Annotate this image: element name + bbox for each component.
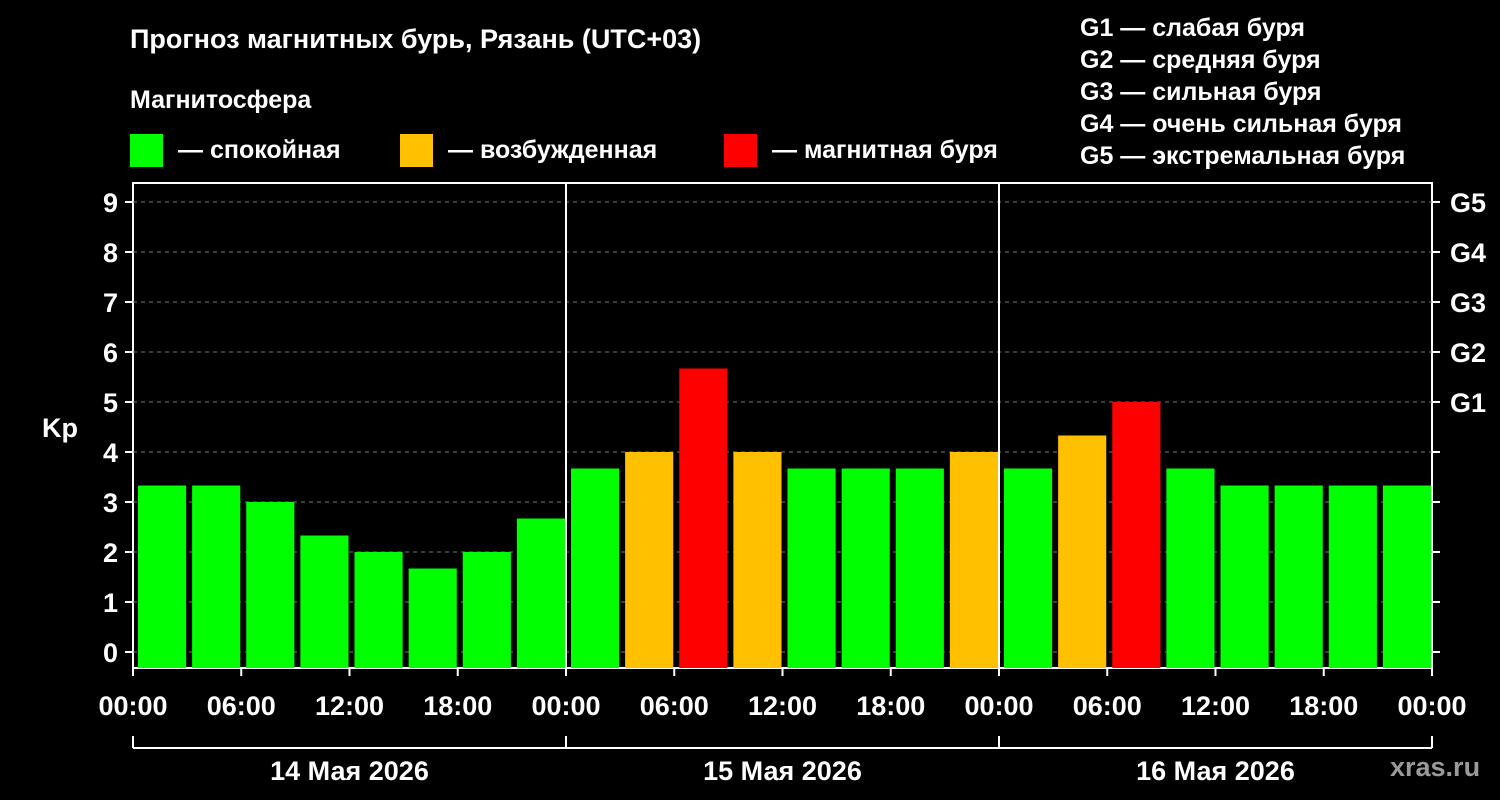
magnetosphere-title: Магнитосфера: [130, 86, 312, 114]
chart-title: Прогноз магнитных бурь, Рязань (UTC+03): [130, 24, 702, 54]
bar-18: [1112, 402, 1161, 668]
day-label: 16 Мая 2026: [1136, 756, 1295, 786]
bar-12: [787, 468, 836, 668]
y-tick-label: 4: [103, 438, 118, 468]
bar-9: [625, 452, 674, 668]
legend-swatch-active: [400, 134, 433, 167]
bar-5: [408, 568, 457, 668]
bar-23: [1382, 485, 1431, 668]
x-tick-label: 00:00: [964, 691, 1033, 721]
bar-22: [1328, 485, 1377, 668]
legend-swatch-quiet: [130, 134, 163, 167]
bar-21: [1274, 485, 1323, 668]
bar-1: [192, 485, 241, 668]
bar-15: [949, 452, 998, 668]
x-tick-label: 12:00: [748, 691, 817, 721]
g-tick-label: G5: [1450, 188, 1486, 218]
y-tick-label: 8: [103, 238, 118, 268]
y-tick-label: 7: [103, 288, 118, 318]
g-legend-g3: G3 — сильная буря: [1080, 78, 1322, 106]
legend-label-quiet: — спокойная: [178, 136, 341, 164]
x-tick-label: 18:00: [856, 691, 925, 721]
y-tick-label: 0: [103, 638, 118, 668]
x-tick-label: 00:00: [531, 691, 600, 721]
x-tick-label: 12:00: [315, 691, 384, 721]
bar-20: [1220, 485, 1269, 668]
legend-label-active: — возбужденная: [448, 136, 658, 164]
bar-7: [516, 518, 565, 668]
bar-19: [1166, 468, 1215, 668]
y-tick-label: 9: [103, 188, 118, 218]
y-tick-label: 6: [103, 338, 118, 368]
x-tick-label: 06:00: [1073, 691, 1142, 721]
g-tick-label: G3: [1450, 288, 1486, 318]
g-tick-label: G1: [1450, 388, 1486, 418]
bar-11: [733, 452, 782, 668]
bar-10: [679, 368, 728, 668]
x-tick-label: 06:00: [207, 691, 276, 721]
watermark: xras.ru: [1390, 752, 1481, 782]
g-legend-g2: G2 — средняя буря: [1080, 46, 1321, 74]
x-tick-label: 18:00: [1289, 691, 1358, 721]
g-legend-g5: G5 — экстремальная буря: [1080, 142, 1406, 170]
day-label: 15 Мая 2026: [703, 756, 862, 786]
legend-label-storm: — магнитная буря: [772, 136, 998, 164]
y-axis-label: Kp: [42, 413, 78, 443]
g-tick-label: G2: [1450, 338, 1486, 368]
bar-17: [1058, 435, 1107, 668]
y-tick-label: 3: [103, 488, 118, 518]
g-legend-g4: G4 — очень сильная буря: [1080, 110, 1402, 138]
x-tick-label: 12:00: [1181, 691, 1250, 721]
g-legend-g1: G1 — слабая буря: [1080, 14, 1306, 42]
bar-3: [300, 535, 349, 668]
y-tick-label: 1: [103, 588, 118, 618]
legend-swatch-storm: [724, 134, 757, 167]
x-tick-label: 00:00: [98, 691, 167, 721]
day-label: 14 Мая 2026: [270, 756, 429, 786]
y-tick-label: 2: [103, 538, 118, 568]
bar-16: [1004, 468, 1053, 668]
x-tick-label: 18:00: [423, 691, 492, 721]
x-tick-label: 00:00: [1397, 691, 1466, 721]
bar-8: [571, 468, 620, 668]
x-tick-label: 06:00: [640, 691, 709, 721]
y-tick-label: 5: [103, 388, 118, 418]
bar-6: [462, 552, 511, 668]
bar-4: [354, 552, 403, 668]
bar-0: [138, 485, 187, 668]
bar-14: [895, 468, 944, 668]
g-tick-label: G4: [1450, 238, 1486, 268]
bar-2: [246, 502, 295, 668]
bar-13: [841, 468, 890, 668]
